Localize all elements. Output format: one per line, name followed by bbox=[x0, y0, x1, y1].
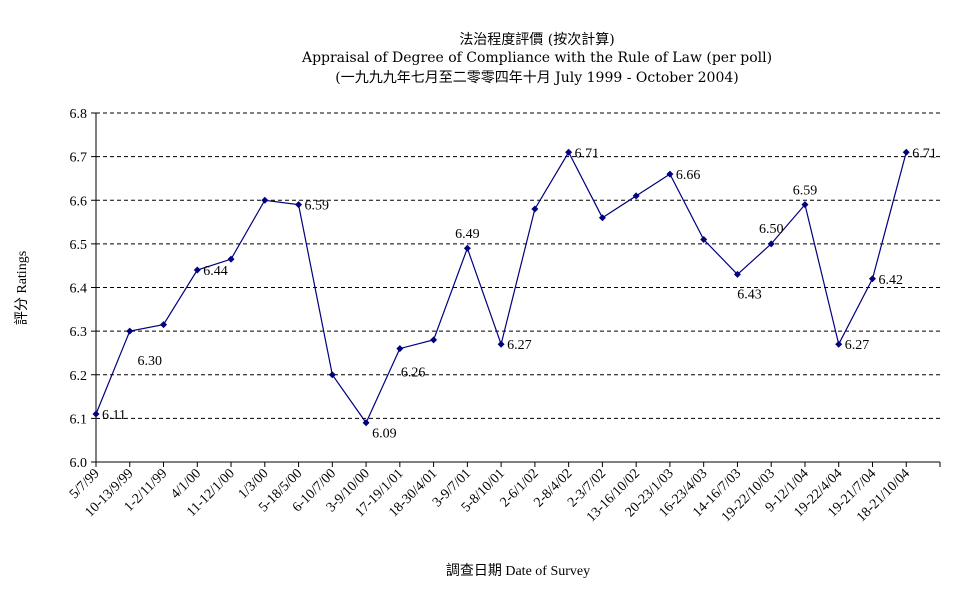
data-point-marker bbox=[92, 410, 100, 418]
data-point-marker bbox=[835, 340, 843, 348]
y-tick-label: 6.8 bbox=[70, 107, 88, 122]
data-point-marker bbox=[868, 275, 876, 283]
data-label: 6.50 bbox=[759, 222, 784, 237]
data-label: 6.27 bbox=[507, 338, 532, 353]
chart-title: 法治程度評價 (按次計算) bbox=[459, 31, 614, 48]
data-point-marker bbox=[126, 327, 134, 335]
data-point-marker bbox=[598, 214, 606, 222]
data-point-marker bbox=[362, 419, 370, 427]
data-point-marker bbox=[193, 266, 201, 274]
data-label: 6.71 bbox=[912, 146, 937, 161]
data-label: 6.11 bbox=[102, 408, 126, 423]
data-label: 6.26 bbox=[401, 366, 426, 381]
y-tick-label: 6.4 bbox=[70, 282, 88, 297]
y-tick-label: 6.1 bbox=[70, 412, 88, 427]
data-point-marker bbox=[902, 148, 910, 156]
data-point-marker bbox=[733, 270, 741, 278]
data-point-marker bbox=[328, 371, 336, 379]
y-tick-label: 6.3 bbox=[70, 325, 88, 340]
y-tick-label: 6.2 bbox=[70, 369, 88, 384]
y-tick-label: 6.5 bbox=[70, 238, 88, 253]
data-point-marker bbox=[565, 148, 573, 156]
data-point-marker bbox=[801, 201, 809, 209]
data-label: 6.49 bbox=[455, 227, 480, 242]
y-tick-label: 6.7 bbox=[70, 151, 88, 166]
data-label: 6.43 bbox=[737, 287, 762, 302]
data-point-marker bbox=[295, 201, 303, 209]
data-label: 6.44 bbox=[203, 264, 228, 279]
data-point-marker bbox=[430, 336, 438, 344]
x-axis: 5/7/9910-13/9/991-2/11/994/1/0011-12/1/0… bbox=[67, 461, 941, 525]
data-point-marker bbox=[666, 170, 674, 178]
y-axis: 6.0 6.1 6.2 6.3 6.4 6.5 6.6 6.7 6.8 bbox=[70, 107, 97, 471]
data-label: 6.30 bbox=[138, 354, 163, 369]
data-point-marker bbox=[497, 340, 505, 348]
y-tick-label: 6.6 bbox=[70, 194, 88, 209]
y-axis-title: 評分 Ratings bbox=[14, 251, 30, 325]
data-point-marker bbox=[261, 196, 269, 204]
data-label: 6.42 bbox=[878, 273, 903, 288]
data-point-marker bbox=[767, 240, 775, 248]
data-label: 6.09 bbox=[372, 427, 397, 442]
data-point-marker bbox=[700, 236, 708, 244]
x-axis-title: 調查日期 Date of Survey bbox=[446, 563, 590, 579]
data-point-marker bbox=[396, 345, 404, 353]
y-tick-label: 6.0 bbox=[70, 456, 88, 471]
gridlines bbox=[96, 112, 940, 419]
chart-subtitle: Appraisal of Degree of Compliance with t… bbox=[301, 50, 772, 66]
data-label: 6.59 bbox=[793, 184, 818, 199]
data-label: 6.27 bbox=[845, 338, 870, 353]
data-label: 6.66 bbox=[676, 168, 701, 183]
chart-date-range: (一九九九年七月至二零零四年十月 July 1999 - October 200… bbox=[335, 70, 739, 86]
data-label: 6.59 bbox=[305, 199, 330, 214]
data-label: 6.71 bbox=[575, 146, 600, 161]
data-point-marker bbox=[227, 255, 235, 263]
data-point-marker bbox=[531, 205, 539, 213]
data-point-marker bbox=[632, 192, 640, 200]
ratings-series bbox=[92, 148, 910, 427]
data-labels: 6.11 6.30 6.44 6.59 6.09 6.26 6.49 6.27 6.71 6.66… bbox=[102, 146, 937, 441]
data-point-marker bbox=[160, 321, 168, 329]
data-point-marker bbox=[463, 244, 471, 252]
